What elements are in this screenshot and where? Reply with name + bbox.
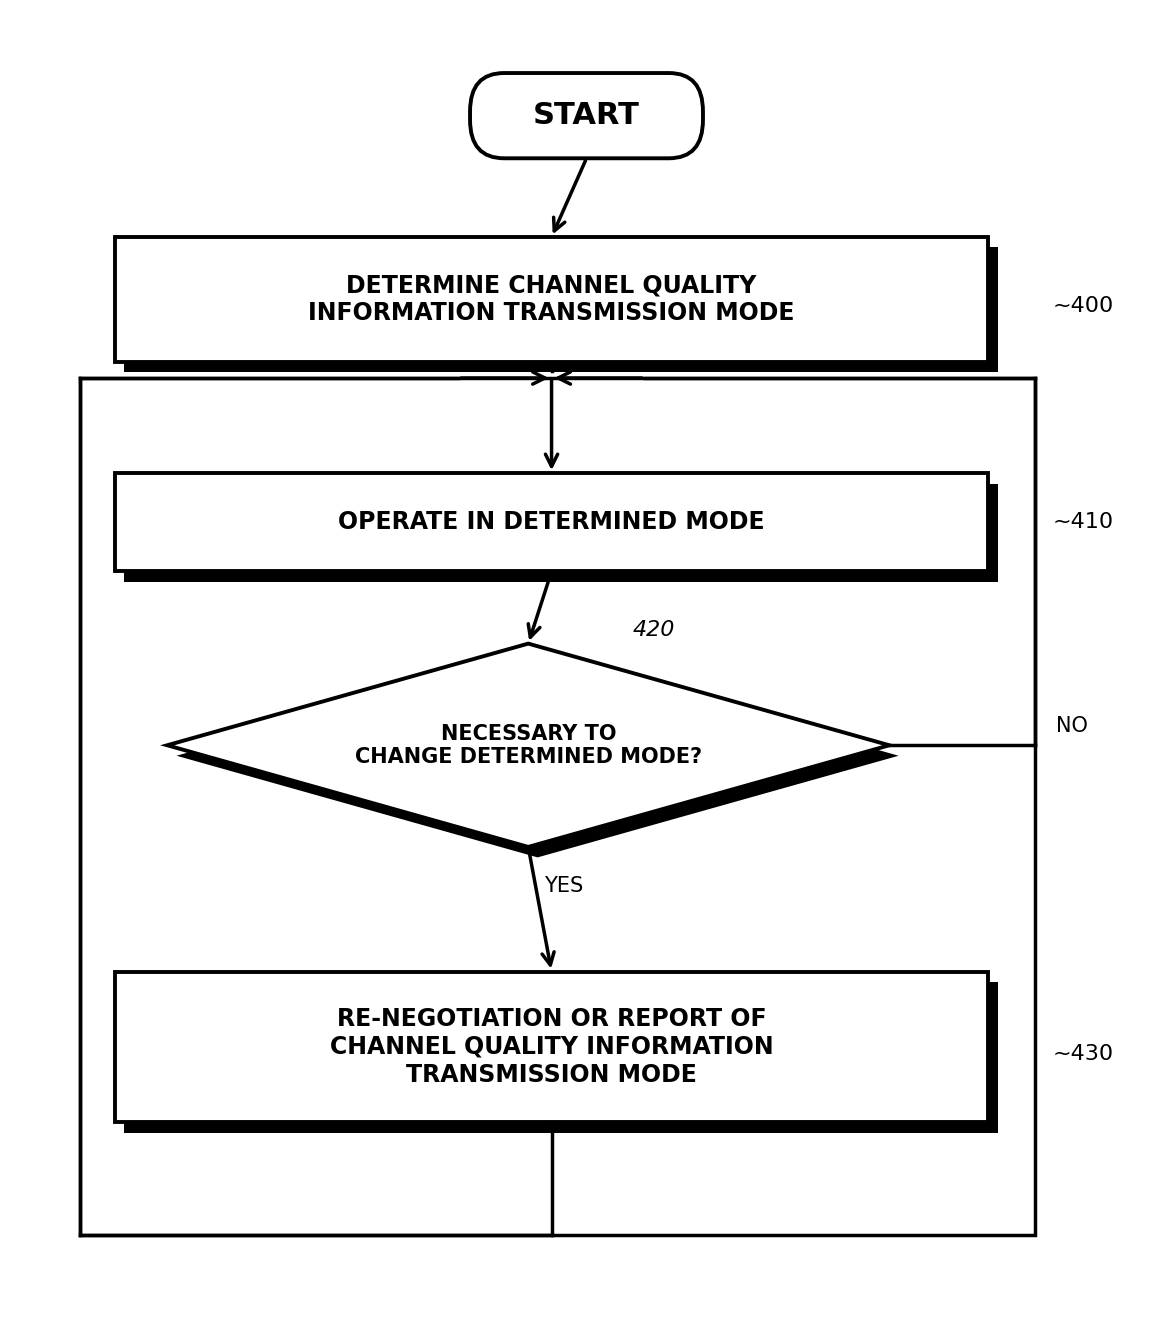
Bar	[124, 483, 997, 582]
Text: RE-NEGOTIATION OR REPORT OF
CHANNEL QUALITY INFORMATION
TRANSMISSION MODE: RE-NEGOTIATION OR REPORT OF CHANNEL QUAL…	[330, 1007, 773, 1086]
Bar	[115, 972, 989, 1122]
Text: START: START	[533, 102, 640, 131]
Polygon shape	[177, 655, 899, 858]
Bar	[124, 247, 997, 372]
Text: YES: YES	[543, 876, 583, 896]
Text: 420: 420	[633, 620, 676, 640]
Polygon shape	[168, 644, 889, 847]
Bar	[115, 238, 989, 362]
Text: NO: NO	[1056, 715, 1087, 735]
Text: ~430: ~430	[1052, 1044, 1113, 1064]
Text: NECESSARY TO
CHANGE DETERMINED MODE?: NECESSARY TO CHANGE DETERMINED MODE?	[354, 723, 701, 767]
Bar	[80, 378, 1035, 1234]
Text: OPERATE IN DETERMINED MODE: OPERATE IN DETERMINED MODE	[338, 511, 765, 535]
Text: DETERMINE CHANNEL QUALITY
INFORMATION TRANSMISSION MODE: DETERMINE CHANNEL QUALITY INFORMATION TR…	[308, 273, 795, 325]
Bar	[115, 473, 989, 572]
Text: ~400: ~400	[1052, 296, 1113, 315]
FancyBboxPatch shape	[470, 73, 703, 158]
Text: ~410: ~410	[1052, 512, 1113, 532]
Bar	[124, 982, 997, 1133]
